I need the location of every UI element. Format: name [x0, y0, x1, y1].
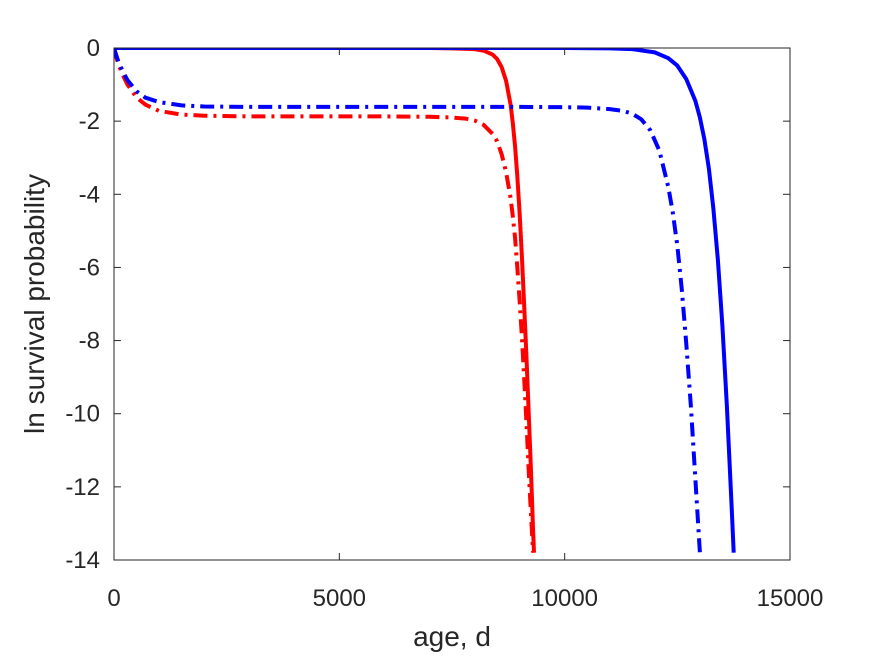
x-tick-label: 0	[107, 585, 120, 612]
x-axis-title: age, d	[413, 621, 491, 652]
y-tick-label: -8	[79, 328, 100, 355]
axes-box	[113, 47, 791, 561]
y-tick-label: -12	[65, 474, 100, 501]
y-tick-label: -14	[65, 547, 100, 574]
y-tick-label: -2	[79, 108, 100, 135]
y-tick-label: -6	[79, 254, 100, 281]
series-line-red-solid	[114, 48, 536, 553]
series-line-red-dashdot	[114, 48, 536, 553]
labels-layer: 0 5000 10000 15000 0 -2 -4 -6 -8 -10 -12 -14	[65, 35, 823, 612]
series-line-blue-dashdot	[114, 48, 702, 553]
y-axis-title: ln survival probability	[19, 174, 50, 434]
axes-layer	[113, 47, 791, 561]
x-tick-label: 10000	[531, 585, 598, 612]
y-tick-label: 0	[87, 35, 100, 62]
y-tick-label: -10	[65, 401, 100, 428]
y-tick-label: -4	[79, 181, 100, 208]
x-tick-label: 5000	[313, 585, 366, 612]
x-tick-label: 15000	[757, 585, 824, 612]
